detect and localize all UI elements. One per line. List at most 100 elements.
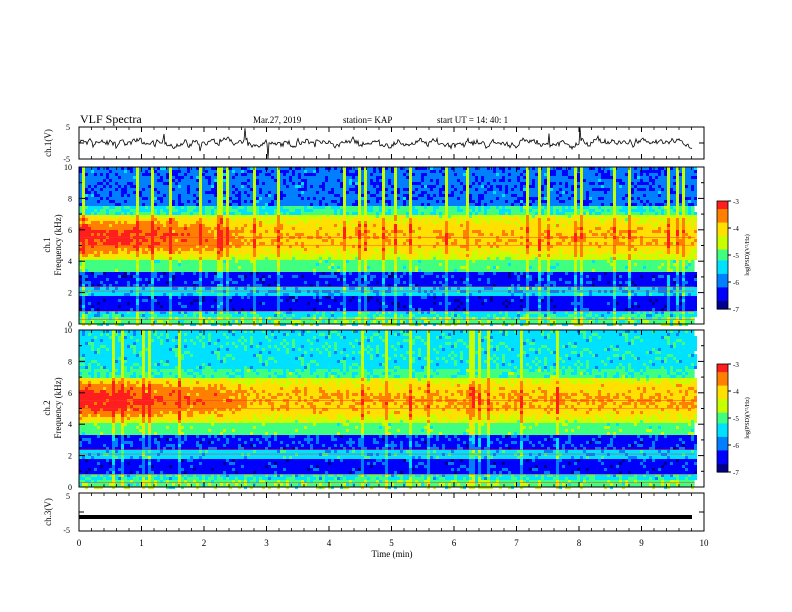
spectrogram-cell (133, 239, 136, 242)
spectrogram-cell (571, 188, 574, 191)
spectrogram-cell (205, 224, 208, 227)
spectrogram-cell (298, 179, 301, 182)
spectrogram-cell (136, 227, 139, 230)
spectrogram-cell (667, 227, 670, 230)
spectrogram-cell (148, 218, 151, 221)
spectrogram-cell (574, 194, 577, 197)
spectrogram-cell (373, 230, 376, 233)
spectrogram-cell (112, 167, 115, 170)
spectrogram-cell (643, 239, 646, 242)
spectrogram-cell (673, 230, 676, 233)
spectrogram-cell (637, 176, 640, 179)
spectrogram-cell (289, 182, 292, 185)
spectrogram-cell (538, 197, 541, 200)
spectrogram-cell (634, 203, 637, 206)
spectrogram-cell (307, 167, 310, 170)
spectrogram-cell (598, 212, 601, 215)
spectrogram-cell (655, 233, 658, 236)
spectrogram-cell (265, 203, 268, 206)
spectrogram-cell (295, 200, 298, 203)
spectrogram-cell (178, 224, 181, 227)
spectrogram-cell (121, 218, 124, 221)
spectrogram-cell (427, 179, 430, 182)
spectrogram-cell (127, 227, 130, 230)
spectrogram-cell (139, 191, 142, 194)
spectrogram-cell (178, 221, 181, 224)
spectrogram-cell (109, 185, 112, 188)
spectrogram-cell (439, 170, 442, 173)
spectrogram-cell (136, 206, 139, 209)
spectrogram-cell (94, 215, 97, 218)
spectrogram-cell (358, 182, 361, 185)
spectrogram-cell (505, 203, 508, 206)
spectrogram-cell (553, 197, 556, 200)
spectrogram-cell (163, 179, 166, 182)
spectrogram-cell (166, 218, 169, 221)
spectrogram-cell (514, 227, 517, 230)
spectrogram-cell (649, 230, 652, 233)
spectrogram-cell (622, 224, 625, 227)
spectrogram-cell (682, 203, 685, 206)
spectrogram-cell (85, 227, 88, 230)
spectrogram-cell (694, 173, 697, 176)
spectrogram-cell (292, 185, 295, 188)
spectrogram-cell (223, 176, 226, 179)
spectrogram-cell (289, 212, 292, 215)
spectrogram-cell (139, 209, 142, 212)
spectrogram-cell (688, 188, 691, 191)
spectrogram-cell (406, 200, 409, 203)
spectrogram-cell (178, 203, 181, 206)
spectrogram-cell (271, 173, 274, 176)
spectrogram-cell (325, 233, 328, 236)
spectrogram-cell (475, 194, 478, 197)
spectrogram-cell (613, 179, 616, 182)
spectrogram-cell (193, 227, 196, 230)
spectrogram-cell (202, 239, 205, 242)
spectrogram-cell (418, 185, 421, 188)
spectrogram-cell (589, 221, 592, 224)
spectrogram-cell (337, 170, 340, 173)
spectrogram-cell (331, 206, 334, 209)
spectrogram-cell (334, 230, 337, 233)
spectrogram-cell (685, 230, 688, 233)
spectrogram-cell (619, 173, 622, 176)
spectrogram-cell (301, 170, 304, 173)
spectrogram-cell (133, 191, 136, 194)
spectrogram-cell (139, 215, 142, 218)
spectrogram-cell (364, 230, 367, 233)
spectrogram-cell (226, 218, 229, 221)
spectrogram-cell (166, 242, 169, 245)
spectrogram-cell (352, 227, 355, 230)
spectrogram-cell (367, 173, 370, 176)
spectrogram-cell (478, 218, 481, 221)
spectrogram-cell (133, 185, 136, 188)
spectrogram-cell (511, 170, 514, 173)
spectrogram-cell (223, 239, 226, 242)
spectrogram-cell (145, 167, 148, 170)
spectrogram-cell (454, 200, 457, 203)
spectrogram-cell (178, 233, 181, 236)
spectrogram-cell (358, 221, 361, 224)
spectrogram-cell (679, 215, 682, 218)
spectrogram-cell (214, 176, 217, 179)
spectrogram-cell (550, 197, 553, 200)
spectrogram-cell (565, 170, 568, 173)
spectrogram-cell (301, 221, 304, 224)
spectrogram-cell (172, 200, 175, 203)
spectrogram-cell (424, 182, 427, 185)
spectrogram-cell (367, 182, 370, 185)
spectrogram-cell (493, 230, 496, 233)
spectrogram-cell (616, 233, 619, 236)
spectrogram-cell (85, 209, 88, 212)
spectrogram-cell (298, 233, 301, 236)
spectrogram-cell (658, 218, 661, 221)
spectrogram-cell (592, 215, 595, 218)
spectrogram-cell (154, 239, 157, 242)
spectrogram-cell (373, 179, 376, 182)
spectrogram-cell (574, 212, 577, 215)
spectrogram-cell (517, 191, 520, 194)
spectrogram-cell (640, 221, 643, 224)
spectrogram-cell (100, 242, 103, 245)
spectrogram-cell (97, 167, 100, 170)
spectrogram-cell (670, 176, 673, 179)
